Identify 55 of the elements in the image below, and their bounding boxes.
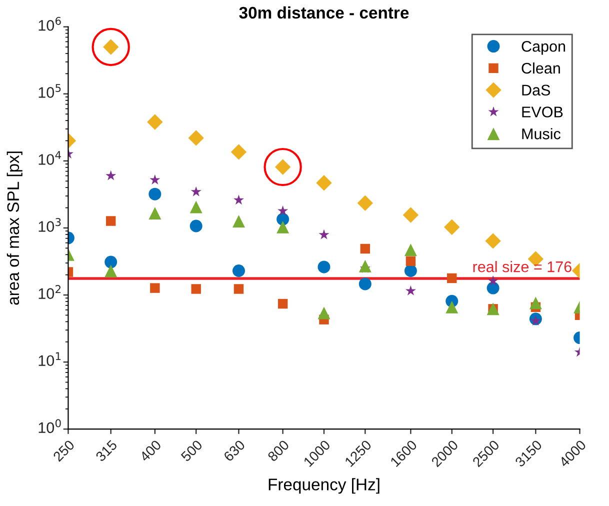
y-tick-label: 10$^{6}$ bbox=[38, 16, 61, 31]
legend-label: Clean bbox=[522, 62, 560, 74]
point bbox=[488, 275, 498, 286]
point bbox=[444, 219, 460, 235]
x-axis-title: Frequency [Hz] bbox=[268, 478, 380, 494]
legend-label: EVOB bbox=[522, 106, 563, 118]
point bbox=[233, 194, 244, 205]
y-tick-label: 10$^{4}$ bbox=[38, 151, 61, 165]
point bbox=[446, 300, 458, 314]
point bbox=[150, 174, 160, 184]
point bbox=[148, 206, 162, 220]
x-tick-label: 800 bbox=[267, 439, 290, 462]
point bbox=[529, 296, 542, 310]
point bbox=[318, 306, 330, 320]
point bbox=[232, 214, 245, 228]
point bbox=[485, 233, 501, 249]
legend-label: Music bbox=[522, 128, 560, 140]
point bbox=[148, 188, 162, 200]
point bbox=[447, 273, 457, 284]
point bbox=[147, 114, 163, 130]
x-tick-label: 500 bbox=[180, 439, 203, 462]
point bbox=[188, 130, 204, 146]
legend-label: DaS bbox=[522, 84, 550, 96]
point bbox=[230, 144, 247, 160]
point bbox=[316, 175, 332, 191]
point bbox=[232, 264, 245, 277]
point bbox=[530, 315, 541, 326]
y-axis-title: area of max SPL [px] bbox=[6, 152, 22, 305]
point bbox=[278, 205, 288, 216]
point bbox=[276, 220, 290, 234]
y-tick-label: 10$^{0}$ bbox=[38, 419, 61, 434]
point bbox=[278, 298, 288, 309]
point bbox=[150, 283, 160, 293]
point bbox=[318, 229, 330, 240]
y-tick-label: 10$^{5}$ bbox=[38, 84, 61, 98]
x-tick-label: 630 bbox=[223, 439, 246, 462]
x-tick-label: 250 bbox=[52, 439, 76, 462]
ref-line-label: real size = 176 bbox=[473, 260, 572, 272]
x-tick-label: 315 bbox=[95, 439, 118, 462]
legend-label: Capon bbox=[522, 40, 566, 55]
x-tick-label: 400 bbox=[139, 439, 162, 462]
y-tick-label: 10$^{1}$ bbox=[38, 352, 61, 366]
point bbox=[234, 284, 244, 294]
point bbox=[357, 195, 374, 211]
chart-title: 30m distance - centre bbox=[239, 6, 409, 19]
point bbox=[190, 186, 202, 196]
y-tick-label: 10$^{3}$ bbox=[38, 218, 61, 232]
point bbox=[190, 200, 202, 214]
point bbox=[190, 220, 202, 232]
point bbox=[358, 260, 372, 272]
point bbox=[318, 260, 330, 274]
point bbox=[360, 244, 370, 254]
point bbox=[358, 278, 372, 290]
point bbox=[191, 284, 201, 294]
y-tick-label: 10$^{2}$ bbox=[38, 285, 60, 299]
